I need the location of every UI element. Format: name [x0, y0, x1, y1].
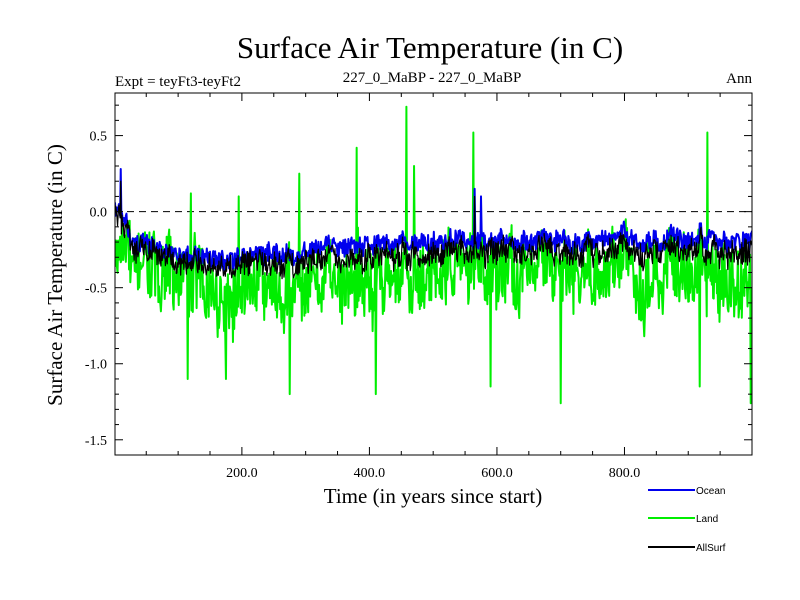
y-tick-label: 0.0: [90, 206, 108, 221]
y-tick-label: -1.5: [85, 434, 107, 449]
x-tick-label: 800.0: [609, 466, 641, 481]
y-tick-label: -0.5: [85, 282, 107, 297]
axis-layer: 200.0 400.0 600.0 800.0 -1.5 -1.0 -0.5 0.0 0.5: [85, 93, 752, 481]
legend-label-ocean: Ocean: [696, 486, 725, 497]
y-axis-label: Surface Air Temperature (in C): [43, 144, 67, 406]
series-line-land: [115, 105, 752, 405]
legend-label-allsurf: AllSurf: [696, 543, 726, 554]
x-axis-label: Time (in years since start): [324, 484, 543, 508]
legend: Ocean Land AllSurf: [648, 486, 726, 554]
season-label: Ann: [726, 71, 752, 87]
legend-label-land: Land: [696, 514, 718, 525]
y-tick-label: 0.5: [90, 130, 108, 145]
x-tick-label: 600.0: [481, 466, 513, 481]
series-line-allsurf: [115, 180, 752, 280]
period-label: 227_0_MaBP - 227_0_MaBP: [343, 70, 522, 86]
y-tick-label: -1.0: [85, 358, 107, 373]
chart-title: Surface Air Temperature (in C): [237, 30, 623, 65]
x-tick-label: 400.0: [354, 466, 386, 481]
experiment-label: Expt = teyFt3-teyFt2: [115, 74, 241, 90]
x-tick-label: 200.0: [226, 466, 258, 481]
series-layer: [115, 105, 752, 405]
